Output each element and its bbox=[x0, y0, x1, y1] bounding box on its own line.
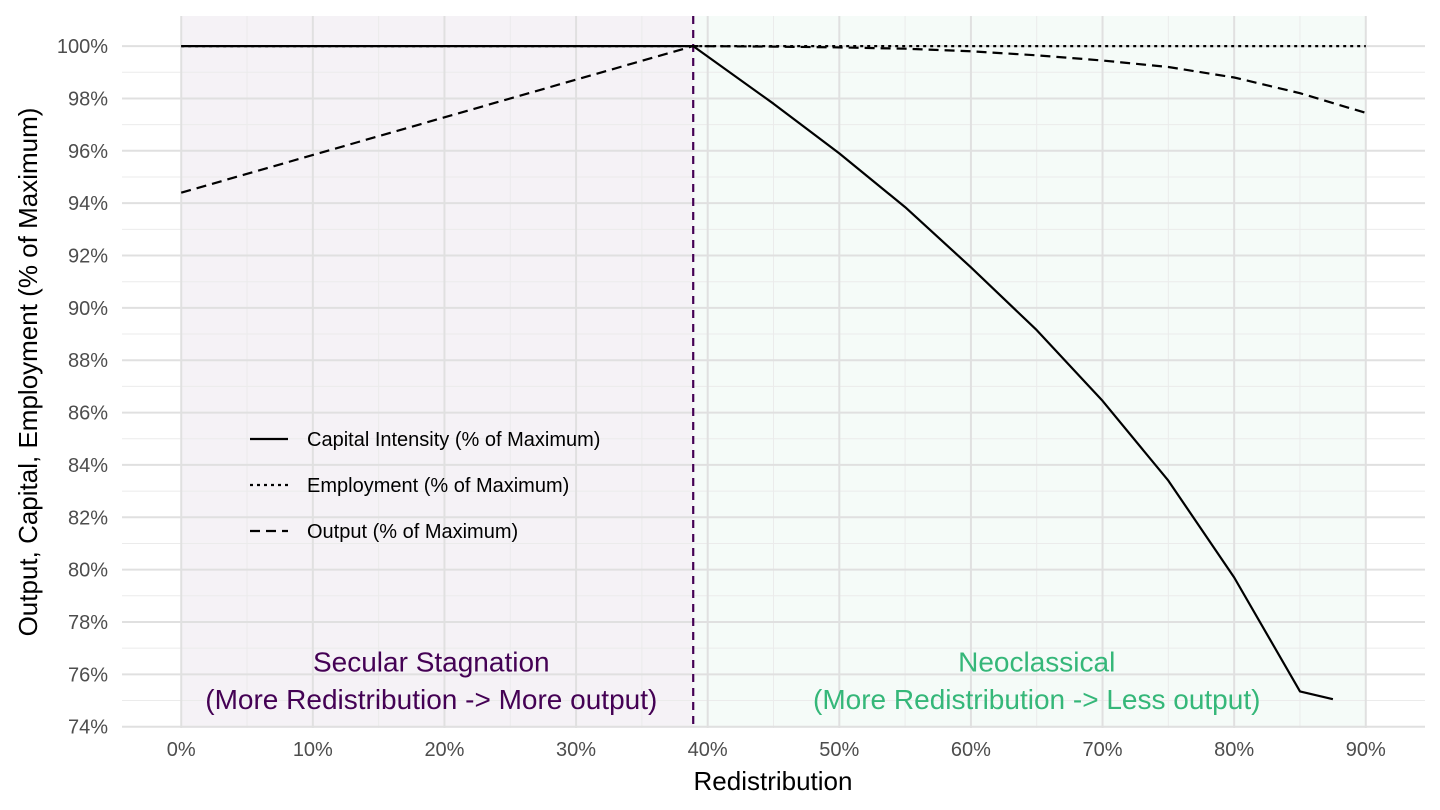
y-axis-label: Output, Capital, Employment (% of Maximu… bbox=[13, 108, 43, 637]
y-tick-label: 88% bbox=[68, 350, 108, 372]
y-tick-label: 82% bbox=[68, 507, 108, 529]
grid bbox=[122, 16, 1425, 728]
region-label: (More Redistribution -> More output) bbox=[205, 684, 657, 715]
y-tick-label: 76% bbox=[68, 664, 108, 686]
series-line-0 bbox=[181, 45, 1334, 701]
region-label: Secular Stagnation bbox=[313, 646, 550, 677]
x-tick-label: 50% bbox=[819, 739, 859, 761]
y-tick-label: 86% bbox=[68, 403, 108, 425]
legend-label: Output (% of Maximum) bbox=[307, 521, 518, 543]
x-tick-label: 20% bbox=[424, 739, 464, 761]
y-tick-label: 98% bbox=[68, 88, 108, 110]
region-labels: Secular Stagnation (More Redistribution -… bbox=[205, 646, 1260, 715]
y-tick-label: 74% bbox=[68, 717, 108, 739]
x-tick-label: 40% bbox=[688, 739, 728, 761]
y-tick-label: 94% bbox=[68, 193, 108, 215]
region-0 bbox=[181, 16, 694, 728]
series-line-2 bbox=[180, 45, 1367, 194]
region-label: (More Redistribution -> Less output) bbox=[813, 684, 1260, 715]
x-tick-label: 80% bbox=[1214, 739, 1254, 761]
regions bbox=[181, 16, 1366, 728]
y-tick-label: 84% bbox=[68, 455, 108, 477]
legend: Capital Intensity (% of Maximum) Employme… bbox=[250, 429, 600, 543]
x-tick-label: 10% bbox=[293, 739, 333, 761]
y-tick-label: 80% bbox=[68, 560, 108, 582]
y-tick-label: 78% bbox=[68, 612, 108, 634]
legend-label: Capital Intensity (% of Maximum) bbox=[307, 429, 600, 451]
x-tick-label: 90% bbox=[1346, 739, 1386, 761]
y-tick-label: 90% bbox=[68, 298, 108, 320]
y-axis-ticks: 74% 76% 78% 80% 82% 84% 86% 88% 90% 92% 94% 96% 98% 1… bbox=[57, 36, 108, 739]
x-tick-label: 70% bbox=[1083, 739, 1123, 761]
x-axis-ticks: 0% 10% 20% 30% 40% 50% 60% 70% 80% 90% bbox=[167, 739, 1386, 761]
y-tick-label: 100% bbox=[57, 36, 108, 58]
legend-label: Employment (% of Maximum) bbox=[307, 475, 569, 497]
y-tick-label: 92% bbox=[68, 246, 108, 268]
series bbox=[180, 45, 1367, 701]
x-axis-label: Redistribution bbox=[694, 766, 853, 796]
x-tick-label: 30% bbox=[556, 739, 596, 761]
y-tick-label: 96% bbox=[68, 141, 108, 163]
x-tick-label: 0% bbox=[167, 739, 196, 761]
region-label: Neoclassical bbox=[958, 646, 1115, 677]
x-tick-label: 60% bbox=[951, 739, 991, 761]
